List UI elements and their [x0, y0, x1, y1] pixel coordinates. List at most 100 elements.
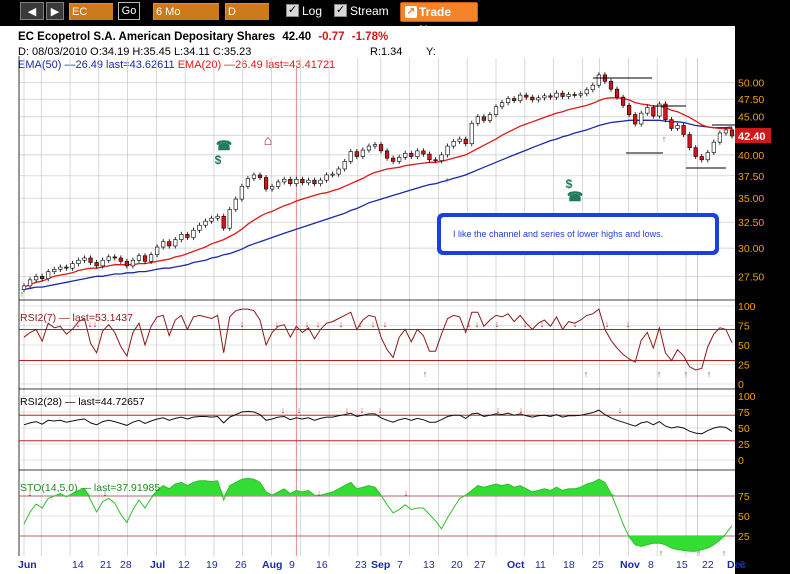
date-tick-label: Dec [727, 559, 746, 571]
sto-label: STO(14,5,0) — last=37.91985 [20, 482, 160, 494]
candle [215, 215, 220, 219]
price-tick-label: 47.50 [738, 94, 764, 106]
up-arrow-icon: ↑ [657, 369, 662, 379]
date-tick-label: Sep [371, 559, 390, 571]
candle [421, 150, 426, 155]
candle [693, 147, 698, 157]
candle [342, 161, 347, 170]
up-arrow-icon: ↑ [697, 548, 702, 558]
forward-button[interactable]: ▶ [46, 2, 64, 20]
annotation-callout[interactable]: I like the channel and series of lower h… [437, 213, 719, 255]
down-arrow-icon: ↓ [467, 319, 472, 329]
down-arrow-icon: ↓ [404, 488, 409, 498]
stream-checkbox[interactable]: ✓ [334, 4, 347, 17]
candle [657, 103, 662, 117]
candle [687, 134, 692, 148]
candle [409, 152, 414, 157]
date-tick-label: 12 [178, 559, 190, 571]
candle [469, 122, 474, 145]
down-arrow-icon: ↓ [573, 319, 578, 329]
candle [27, 279, 33, 287]
down-arrow-icon: ↓ [496, 405, 501, 415]
candle [191, 229, 196, 238]
candle [633, 114, 638, 125]
date-tick-label: 20 [451, 559, 463, 571]
down-arrow-icon: ↓ [93, 319, 98, 329]
down-arrow-icon: ↓ [275, 319, 280, 329]
ratio-readout: R:1.34 [370, 46, 403, 58]
interval-select[interactable]: D [224, 2, 270, 21]
down-arrow-icon: ↓ [378, 405, 383, 415]
date-tick-label: Jun [18, 559, 37, 571]
down-arrow-icon: ↓ [540, 319, 545, 329]
indicator-tick-label: 75 [738, 407, 750, 419]
down-arrow-icon: ↓ [495, 319, 500, 329]
down-arrow-icon: ↓ [626, 319, 631, 329]
candle [227, 209, 232, 229]
price-tick-label: 40.00 [738, 150, 764, 162]
candle [155, 246, 160, 255]
rsi28-line [23, 409, 733, 435]
back-button[interactable]: ◀ [20, 2, 44, 20]
candle [566, 94, 571, 97]
down-arrow-icon: ↓ [297, 405, 302, 415]
candle [239, 186, 244, 200]
date-tick-label: 16 [316, 559, 328, 571]
down-arrow-icon: ↓ [358, 319, 363, 329]
annotation-text: I like the channel and series of lower h… [441, 217, 715, 251]
house-icon: ⌂ [264, 132, 272, 148]
date-tick-label: Jul [150, 559, 165, 571]
candle [663, 103, 668, 120]
candle [372, 144, 378, 147]
symbol-input[interactable]: EC [68, 2, 114, 21]
up-arrow-icon: ↑ [423, 369, 428, 379]
candle [366, 145, 372, 151]
candle [439, 154, 444, 161]
ema50-line [23, 119, 733, 291]
candle [542, 95, 547, 99]
price-tick-label: 30.00 [738, 243, 764, 255]
down-arrow-icon: ↓ [281, 405, 286, 415]
period-select[interactable]: 6 Mo [152, 2, 220, 21]
down-arrow-icon: ↓ [519, 405, 524, 415]
candle [245, 178, 250, 187]
candle [142, 255, 148, 262]
candle [427, 153, 432, 161]
price-tick-label: 35.00 [738, 193, 764, 205]
candle [651, 107, 656, 117]
signal-marks: ↓ ↓ ↓ ↓ ↓ ↓ ↓ ↓ ↓ ↓ ↓ ↓ ↓ ↓ ↓ ↓ ↓ ↓ ↓↑ ↑ ↑ ↑ ↑↓ ↓ ↓ ↓ ↓ ↓ ↓ ↓↓ ↓ ↓ ↓↑ ↑ ↑↑… [20, 132, 727, 558]
last-price-badge [735, 128, 771, 144]
symbol-title-line: EC Ecopetrol S.A. American Depositary Sh… [18, 31, 388, 43]
candle [209, 217, 214, 222]
candle [324, 174, 329, 181]
log-checkbox[interactable]: ✓ [286, 4, 299, 17]
date-tick-label: 19 [206, 559, 218, 571]
sto-line [23, 477, 733, 552]
date-tick-label: 26 [235, 559, 247, 571]
candle [312, 179, 317, 184]
up-arrow-icon: ↑ [659, 548, 664, 558]
candle [524, 94, 529, 98]
candle [94, 262, 99, 267]
candle [699, 156, 704, 161]
candle [64, 266, 69, 269]
candle [384, 150, 390, 159]
candle [179, 234, 184, 240]
date-axis: Jun 14 21 28 Jul 12 19 26 Aug 9 16 23 Sep 7 13 20 27 Oct 1… [0, 556, 746, 574]
down-arrow-icon: ↓ [317, 488, 322, 498]
candle [499, 102, 505, 108]
down-arrow-icon: ↓ [371, 319, 376, 329]
down-arrow-icon: ↓ [523, 319, 528, 329]
date-tick-label: 25 [592, 559, 604, 571]
candle [578, 93, 583, 96]
candle [276, 181, 281, 187]
indicator-tick-label: 0 [738, 379, 744, 391]
go-button[interactable]: Go [118, 2, 140, 20]
down-arrow-icon: ↓ [28, 488, 33, 498]
price-axis: 50.0047.5045.0042.5040.0037.5035.0032.50… [735, 78, 771, 543]
candle [669, 119, 674, 129]
date-tick-label: 22 [702, 559, 714, 571]
candle [403, 152, 408, 158]
candle [530, 96, 535, 101]
